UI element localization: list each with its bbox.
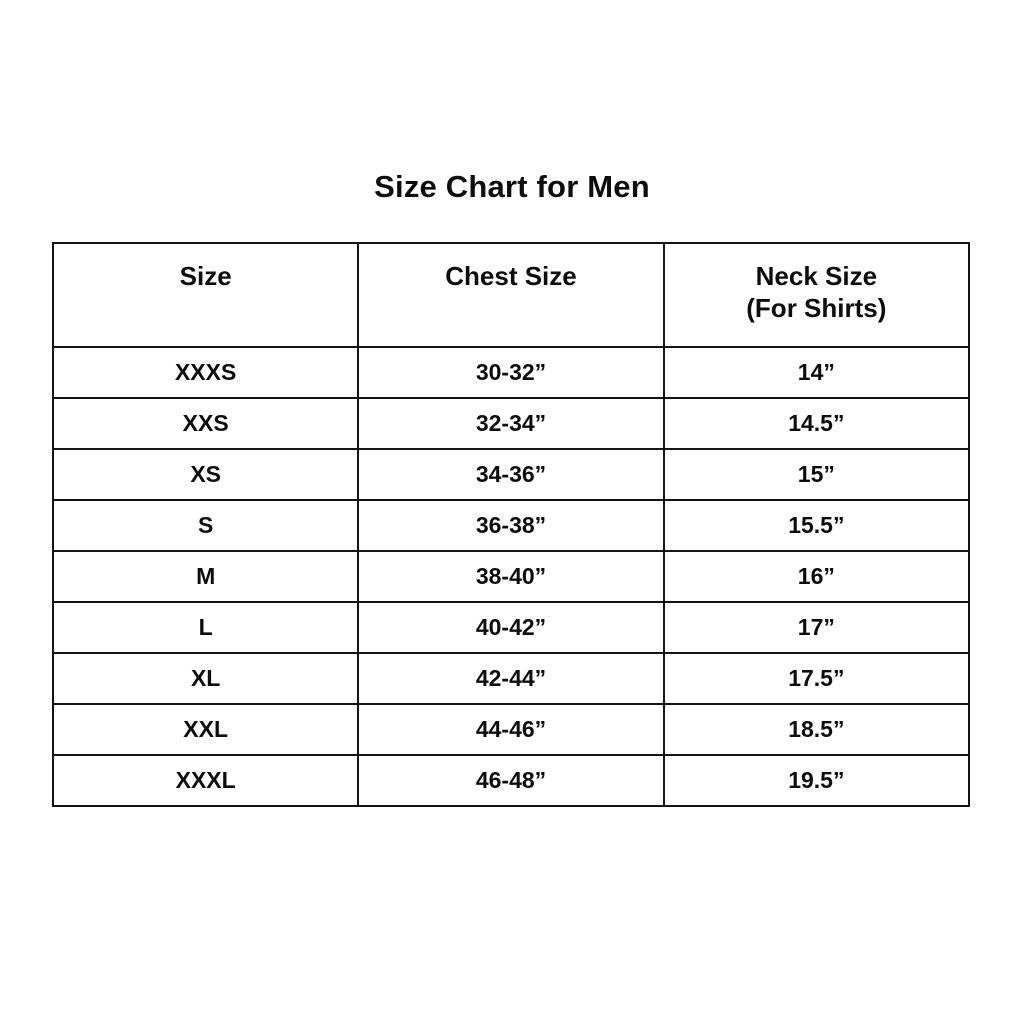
neck-size-cell: 16” bbox=[662, 550, 971, 603]
page-title: Size Chart for Men bbox=[374, 169, 650, 204]
chest-size-cell: 32-34” bbox=[357, 397, 665, 450]
neck-size-cell: 19.5” bbox=[662, 754, 971, 807]
neck-size-cell: 18.5” bbox=[662, 703, 971, 756]
size-cell: XXXS bbox=[51, 346, 360, 399]
table-row: XS 34-36” 15” bbox=[51, 448, 971, 501]
size-cell: M bbox=[51, 550, 360, 603]
size-cell: XXXL bbox=[51, 754, 360, 807]
column-header-neck-sublabel: (For Shirts) bbox=[746, 293, 887, 323]
neck-size-cell: 17” bbox=[662, 601, 971, 654]
neck-size-cell: 14” bbox=[662, 346, 971, 399]
column-header-neck: Neck Size (For Shirts) bbox=[662, 242, 971, 348]
neck-size-cell: 15” bbox=[662, 448, 971, 501]
header-row: Size Chest Size Neck Size (For Shirts) bbox=[51, 242, 971, 348]
table-row: L 40-42” 17” bbox=[51, 601, 971, 654]
neck-size-cell: 17.5” bbox=[662, 652, 971, 705]
chest-size-cell: 42-44” bbox=[357, 652, 665, 705]
table-row: XL 42-44” 17.5” bbox=[51, 652, 971, 705]
column-header-chest-label: Chest Size bbox=[445, 261, 577, 291]
size-chart-table: Size Chest Size Neck Size (For Shirts) X… bbox=[51, 242, 971, 807]
table-row: XXXL 46-48” 19.5” bbox=[51, 754, 971, 807]
table-body: XXXS 30-32” 14” XXS 32-34” 14.5” XS 34-3… bbox=[51, 346, 971, 807]
chest-size-cell: 30-32” bbox=[357, 346, 665, 399]
size-cell: XL bbox=[51, 652, 360, 705]
chest-size-cell: 36-38” bbox=[357, 499, 665, 552]
size-cell: S bbox=[51, 499, 360, 552]
size-cell: L bbox=[51, 601, 360, 654]
column-header-neck-label: Neck Size bbox=[755, 261, 878, 291]
neck-size-cell: 15.5” bbox=[662, 499, 971, 552]
chest-size-cell: 34-36” bbox=[357, 448, 665, 501]
table-row: XXXS 30-32” 14” bbox=[51, 346, 971, 399]
column-header-chest: Chest Size bbox=[357, 242, 665, 348]
table-row: XXL 44-46” 18.5” bbox=[51, 703, 971, 756]
size-cell: XS bbox=[51, 448, 360, 501]
chest-size-cell: 46-48” bbox=[357, 754, 665, 807]
table-header: Size Chest Size Neck Size (For Shirts) bbox=[51, 242, 971, 348]
table-row: M 38-40” 16” bbox=[51, 550, 971, 603]
column-header-size: Size bbox=[51, 242, 360, 348]
size-cell: XXL bbox=[51, 703, 360, 756]
table-row: S 36-38” 15.5” bbox=[51, 499, 971, 552]
column-header-size-label: Size bbox=[179, 261, 232, 291]
neck-size-cell: 14.5” bbox=[662, 397, 971, 450]
chest-size-cell: 38-40” bbox=[357, 550, 665, 603]
table-row: XXS 32-34” 14.5” bbox=[51, 397, 971, 450]
chest-size-cell: 40-42” bbox=[357, 601, 665, 654]
chest-size-cell: 44-46” bbox=[357, 703, 665, 756]
size-cell: XXS bbox=[51, 397, 360, 450]
